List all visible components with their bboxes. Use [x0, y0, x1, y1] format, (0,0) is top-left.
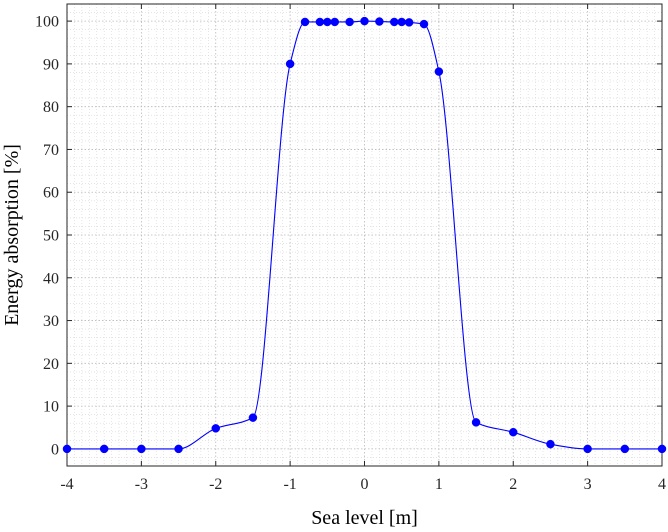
data-point: [323, 17, 332, 27]
y-tick-label: 50: [43, 228, 59, 245]
data-point: [137, 444, 146, 454]
data-point: [419, 19, 429, 29]
x-tick-label: 4: [658, 476, 666, 493]
data-point: [620, 444, 630, 454]
y-tick-label: 30: [43, 313, 59, 330]
y-tick-label: 10: [43, 399, 59, 416]
data-point: [174, 444, 183, 454]
data-point: [375, 17, 384, 26]
x-axis-tick-labels: -4 -3 -2 -1 0 1 2 3 4: [60, 476, 666, 493]
data-point: [404, 18, 414, 27]
x-tick-label: 1: [435, 476, 443, 493]
axis-ticks: [66, 4, 663, 466]
y-tick-label: 40: [43, 270, 59, 287]
x-tick-label: -2: [209, 476, 222, 493]
data-point: [300, 17, 310, 27]
data-point: [345, 17, 354, 27]
y-tick-label: 60: [43, 185, 59, 202]
data-point: [546, 439, 555, 449]
y-axis-title: Energy absorption [%]: [1, 144, 23, 326]
data-point: [509, 427, 518, 437]
data-point: [248, 413, 258, 422]
data-point: [434, 67, 444, 76]
series-group: [62, 16, 667, 454]
data-point: [315, 17, 325, 27]
data-point: [583, 444, 592, 454]
data-point: [330, 17, 339, 27]
data-point: [471, 418, 481, 427]
x-tick-label: 3: [584, 476, 592, 493]
data-point: [390, 17, 399, 27]
x-tick-label: -1: [283, 476, 296, 493]
data-point: [99, 444, 109, 454]
y-tick-label: 100: [35, 14, 59, 31]
data-point: [360, 16, 369, 26]
data-point: [397, 17, 406, 27]
y-tick-label: 80: [43, 99, 59, 116]
data-point: [657, 444, 667, 454]
data-point: [62, 444, 72, 454]
data-point: [285, 59, 295, 69]
y-tick-label: 0: [51, 441, 59, 458]
y-tick-label: 20: [43, 356, 59, 373]
y-tick-label: 70: [43, 142, 59, 159]
x-tick-label: -3: [135, 476, 148, 493]
x-tick-label: 0: [361, 476, 369, 493]
y-tick-label: 90: [43, 56, 59, 73]
data-point: [211, 424, 220, 433]
x-tick-label: 2: [509, 476, 517, 493]
x-axis-title: Sea level [m]: [311, 507, 418, 529]
y-axis-tick-labels: 0 10 20 30 40 50 60 70 80 90 100: [35, 14, 59, 459]
x-tick-label: -4: [60, 476, 73, 493]
